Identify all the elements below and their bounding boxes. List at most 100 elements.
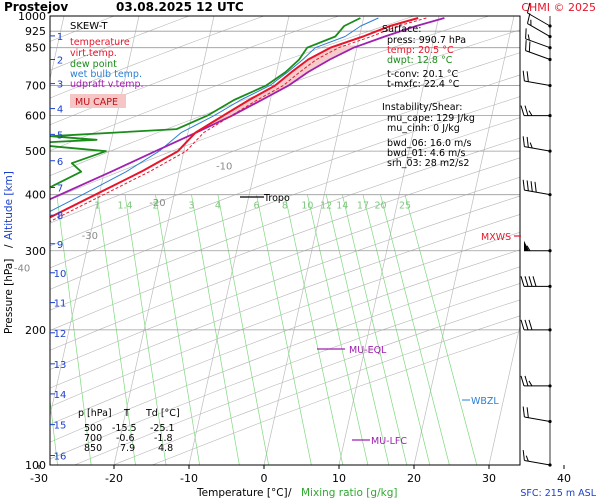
temperature-line [50,17,419,219]
wind-barb-feather [529,142,533,149]
mixing-ratio-label: 1 [94,201,100,212]
surface-title: Surface: [382,24,421,35]
mixing-ratio-label: 2 [152,201,158,212]
wind-barb-base [548,193,552,197]
wind-barb-feather [522,179,525,191]
wind-barb-feather [532,276,537,287]
altitude-tick-label: 2 [57,56,63,67]
wind-barb-feather [528,380,533,387]
table-header-td: Td [°C] [145,408,180,419]
altitude-tick-label: 15 [54,421,67,432]
mixing-ratio-label: 12 [320,201,332,212]
mxws-label: MXWS [481,232,511,243]
wind-barb-staff [524,189,551,196]
wind-barb-staff [524,80,551,87]
legend-item-dew-point: dew point [70,59,117,70]
surface-t-mxfc: t-mxfc: 22.4 °C [387,79,460,90]
isotherm-label: -40 [14,264,30,275]
isotherm [263,16,365,465]
legend-item-wet-bulb: wet bulb temp. [70,69,142,80]
altitude-tick-label: 5 [57,130,63,141]
isotherm-label: -20 [149,198,165,209]
wind-barb-staff [525,50,551,60]
x-tick-label: 10 [332,472,346,485]
pressure-tick-label: 400 [25,189,46,202]
wind-barb-base [548,83,552,88]
pressure-tick-label: 700 [25,80,46,93]
wind-barb-feather [520,105,525,116]
dry-adiabat [50,137,520,311]
surface-dewpoint: dwpt: 12.8 °C [387,55,453,66]
mixing-ratio-label: 20 [374,201,386,212]
mixing-ratio-label: 14 [336,201,348,212]
mixing-ratio-label: 6 [253,201,259,212]
isotherm-label: -30 [82,231,98,242]
x-tick-label: -10 [180,472,198,485]
surface-pressure: press: 990.7 hPa [387,35,466,46]
legend-title: SKEW-T [70,21,108,32]
wind-barb [526,13,552,39]
wind-barb-staff [524,459,551,466]
pressure-tick-label: 925 [25,25,46,38]
wind-barb-base [548,24,552,28]
datetime-title: 03.08.2025 12 UTC [116,0,244,14]
wind-barb-feather [526,245,531,252]
sounding-series [50,17,445,223]
table-row-t: -15.5 [112,423,137,434]
legend-item-updraft: udpraft v.temp. [70,79,144,90]
wind-barb-pennant [524,240,529,251]
wind-barb-base [548,57,552,62]
wind-barb-feather [526,136,529,148]
table-row-p: 500 [84,423,102,434]
wind-barb-feather [522,70,525,82]
dry-adiabat [50,266,520,443]
isotherm [50,16,140,418]
wind-barb [522,179,552,197]
altitude-tick-label: 12 [54,329,67,340]
x-axis-label-mixing: Mixing ratio [g/kg] [301,487,397,499]
dry-adiabat [50,52,520,224]
altitude-tick-label: 13 [54,360,67,371]
wind-barb-base [548,249,552,253]
table-row-td: -25.1 [150,423,175,434]
copyright: CHMI © 2025 [521,1,596,14]
mu-cape-badge-bg [70,94,126,108]
altitude-tick-label: 8 [57,211,63,222]
surface-t-conv: t-conv: 20.1 °C [387,69,458,80]
dry-adiabat [50,74,520,247]
wind-barb-staff [525,38,551,49]
mu-cape-value: mu_cape: 129 J/kg [387,113,475,124]
x-tick-label: 0 [261,472,268,485]
mixing-ratio-label: 1.4 [117,201,132,212]
wind-barb-feather [526,2,531,14]
wind-barb-feather [526,71,529,82]
wind-barb-feather [528,110,533,116]
x-axis-label: Temperature [°C] [196,487,288,499]
pressure-tick-label: 300 [25,245,46,258]
isotherm [113,16,215,465]
dry-adiabat [50,249,520,425]
mixing-ratio-label: 10 [301,201,313,212]
wind-barb-feather [526,180,529,191]
mixing-ratio-label: 25 [399,201,411,212]
axes: 1002003004005006007008509251000123456789… [14,10,571,485]
altitude-tick-label: 14 [54,390,67,401]
table-row-td: -1.8 [154,433,173,444]
wind-barb-feather [527,34,530,41]
wind-barb [526,2,552,28]
mixing-ratio-line [50,397,58,465]
altitude-tick-label: 7 [57,183,63,194]
wind-barb-feather [522,450,525,461]
wind-barb [522,70,552,88]
dry-adiabat [50,176,520,351]
x-tick-label: 30 [482,472,496,485]
wind-barb-base [548,328,552,332]
wind-barb-feather [524,105,529,116]
wind-barb-staff [527,23,551,37]
pressure-tick-label: 850 [25,42,46,55]
level-table: p [hPa] T Td [°C] 500 -15.5 -25.1 700 -0… [78,408,180,454]
x-tick-label: 40 [557,472,571,485]
mixing-ratio-label: 17 [357,201,369,212]
wind-barb-staff [524,416,551,422]
